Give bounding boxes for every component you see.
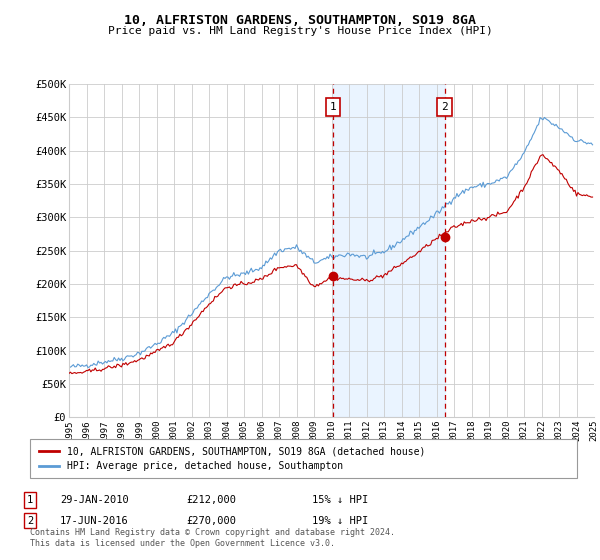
Text: 2: 2	[27, 516, 33, 526]
Text: Contains HM Land Registry data © Crown copyright and database right 2024.
This d: Contains HM Land Registry data © Crown c…	[30, 528, 395, 548]
Text: 1: 1	[329, 102, 336, 113]
Text: 17-JUN-2016: 17-JUN-2016	[60, 516, 129, 526]
Text: Price paid vs. HM Land Registry's House Price Index (HPI): Price paid vs. HM Land Registry's House …	[107, 26, 493, 36]
Legend: 10, ALFRISTON GARDENS, SOUTHAMPTON, SO19 8GA (detached house), HPI: Average pric: 10, ALFRISTON GARDENS, SOUTHAMPTON, SO19…	[35, 441, 430, 476]
Text: 1: 1	[27, 495, 33, 505]
Text: £270,000: £270,000	[186, 516, 236, 526]
Text: £212,000: £212,000	[186, 495, 236, 505]
Text: 19% ↓ HPI: 19% ↓ HPI	[312, 516, 368, 526]
Text: 2: 2	[441, 102, 448, 113]
Text: 29-JAN-2010: 29-JAN-2010	[60, 495, 129, 505]
FancyBboxPatch shape	[29, 439, 577, 478]
Text: 15% ↓ HPI: 15% ↓ HPI	[312, 495, 368, 505]
Text: 10, ALFRISTON GARDENS, SOUTHAMPTON, SO19 8GA: 10, ALFRISTON GARDENS, SOUTHAMPTON, SO19…	[124, 14, 476, 27]
Bar	[333, 84, 445, 417]
